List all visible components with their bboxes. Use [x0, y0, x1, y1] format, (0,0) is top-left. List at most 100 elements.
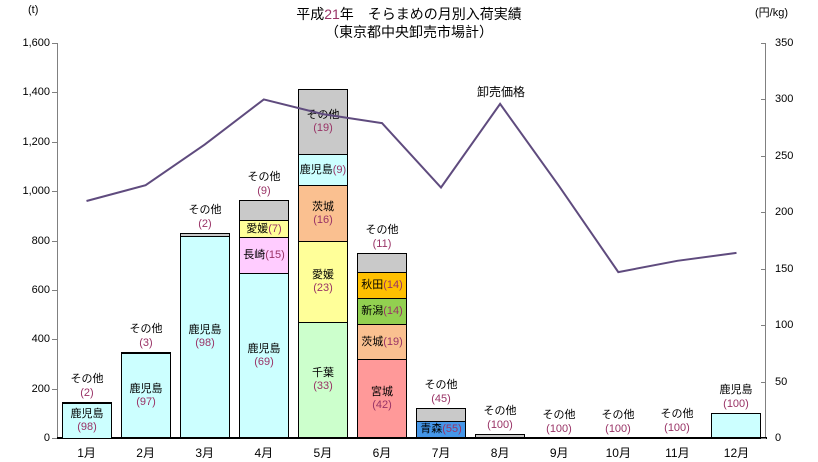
line-series-label: 卸売価格: [476, 85, 525, 99]
right-axis-tick-label: 200: [775, 206, 794, 218]
stacked-bar: 秋田(14) 新潟(14) 茨城(19) 宮城 (42): [357, 253, 407, 438]
bar-above-label: 鹿児島 (100): [719, 384, 753, 410]
bar-segment: [475, 434, 525, 438]
stacked-bar: その他 (19) 鹿児島(9) 茨城 (16) 愛媛 (23) 千葉 (33): [298, 89, 348, 438]
bar-segment: 鹿児島 (98): [62, 403, 112, 439]
bar-above-label: その他 (11): [365, 224, 399, 250]
left-axis-tick-label: 600: [31, 284, 50, 296]
left-axis-tick: [52, 438, 57, 439]
bar-segment-label: 宮城 (42): [371, 385, 393, 411]
right-axis-tick: [761, 325, 766, 326]
bar-segment: 鹿児島 (69): [239, 273, 289, 438]
left-axis-unit-label: (t): [28, 4, 39, 16]
bar-above-label: その他 (2): [70, 373, 104, 399]
left-axis-tick: [52, 339, 57, 340]
right-axis-tick: [761, 99, 766, 100]
bar-segment: 鹿児島(9): [298, 154, 348, 186]
bar-segment-label: 鹿児島 (98): [70, 408, 104, 433]
left-axis-tick-label: 800: [31, 235, 50, 247]
bar-segment-label: 秋田(14): [361, 279, 403, 291]
bar-segment: 鹿児島 (97): [121, 353, 171, 438]
wholesale-price-line: [86, 98, 737, 274]
right-axis-tick: [761, 43, 766, 44]
bar-above-label: その他 (2): [188, 204, 222, 230]
chart-title: 平成21年 そらまめの月別入荷実績 （東京都中央卸売市場計）: [0, 5, 818, 41]
stacked-bar: [711, 413, 761, 438]
title-year: 21: [324, 6, 340, 22]
right-axis-tick-label: 100: [775, 319, 794, 331]
stacked-bar: [652, 437, 702, 439]
right-axis-tick-label: 50: [775, 376, 788, 388]
right-axis-unit-label: (円/kg): [755, 7, 788, 19]
month-label: 7月: [431, 446, 451, 460]
bar-segment: その他 (19): [298, 89, 348, 155]
bar-segment: 茨城 (16): [298, 185, 348, 242]
bar-above-label: その他 (100): [660, 408, 694, 434]
title-era: 平成: [296, 6, 325, 22]
right-axis-tick-label: 300: [775, 93, 794, 105]
bar-above-label: その他 (9): [247, 171, 281, 197]
bar-above-label: その他 (100): [542, 409, 576, 435]
right-axis-tick: [761, 212, 766, 213]
left-axis-tick-label: 0: [43, 432, 50, 444]
left-axis-tick: [52, 241, 57, 242]
price-line-layer: [86, 98, 737, 274]
bar-segment: 新潟(14): [357, 298, 407, 325]
stacked-bar: 愛媛(7) 長崎(15) 鹿児島 (69): [239, 200, 289, 438]
bar-above-label: その他 (100): [483, 405, 517, 431]
right-axis-tick: [761, 438, 766, 439]
left-axis-tick: [52, 43, 57, 44]
stacked-bar: 鹿児島 (98): [180, 233, 230, 438]
left-axis-tick-label: 1,600: [22, 37, 50, 49]
bar-segment: 鹿児島 (98): [180, 236, 230, 438]
bar-above-label: その他 (45): [424, 379, 458, 405]
month-label: 3月: [195, 446, 215, 460]
month-label: 1月: [77, 446, 96, 460]
right-axis-tick-label: 250: [775, 150, 794, 162]
left-value-axis: [57, 43, 58, 438]
bar-segment: 愛媛(7): [239, 220, 289, 238]
left-axis-tick-label: 1,200: [22, 136, 50, 148]
bar-segment: 長崎(15): [239, 237, 289, 274]
right-axis-tick: [761, 382, 766, 383]
bar-segment: [652, 437, 702, 439]
stacked-bar: 鹿児島 (97): [121, 352, 171, 438]
stacked-bar: 鹿児島 (98): [62, 402, 112, 439]
month-label: 5月: [313, 446, 333, 460]
month-label: 2月: [136, 446, 155, 460]
right-axis-tick: [761, 156, 766, 157]
bar-segment-label: 愛媛 (23): [312, 269, 334, 294]
bar-segment: 茨城(19): [357, 324, 407, 360]
left-axis-tick-label: 1,000: [22, 185, 50, 197]
bar-segment-label: 鹿児島 (97): [129, 382, 163, 408]
month-label: 11月: [665, 446, 690, 460]
month-label: 9月: [549, 446, 569, 460]
right-axis-tick-label: 0: [775, 432, 782, 444]
bar-segment-label: 鹿児島 (69): [247, 342, 281, 368]
left-axis-tick: [52, 142, 57, 143]
bar-segment-label: 鹿児島(9): [299, 163, 347, 176]
bar-segment-label: 青森(55): [420, 423, 462, 435]
left-axis-tick: [52, 92, 57, 93]
bar-segment-label: 愛媛(7): [246, 222, 282, 235]
category-axis: [57, 437, 767, 439]
bar-segment: 宮城 (42): [357, 359, 407, 438]
left-axis-tick: [52, 389, 57, 390]
right-axis-tick-label: 350: [775, 37, 794, 49]
bar-above-label: その他 (100): [601, 409, 635, 435]
month-label: 4月: [254, 446, 274, 460]
chart-title-line2: （東京都中央卸売市場計）: [325, 24, 493, 40]
left-axis-tick-label: 200: [31, 383, 50, 395]
bar-above-label: その他 (3): [129, 323, 163, 349]
bar-segment-label: 茨城(19): [361, 335, 403, 348]
left-axis-tick: [52, 290, 57, 291]
bar-segment-label: 鹿児島 (98): [188, 324, 222, 349]
right-value-axis: [765, 43, 766, 438]
month-label: 10月: [605, 446, 631, 460]
bar-segment-label: 千葉 (33): [312, 367, 334, 392]
bar-segment: [711, 413, 761, 438]
bar-segment: 秋田(14): [357, 272, 407, 299]
left-axis-tick-label: 1,400: [22, 86, 50, 98]
right-axis-tick: [761, 269, 766, 270]
